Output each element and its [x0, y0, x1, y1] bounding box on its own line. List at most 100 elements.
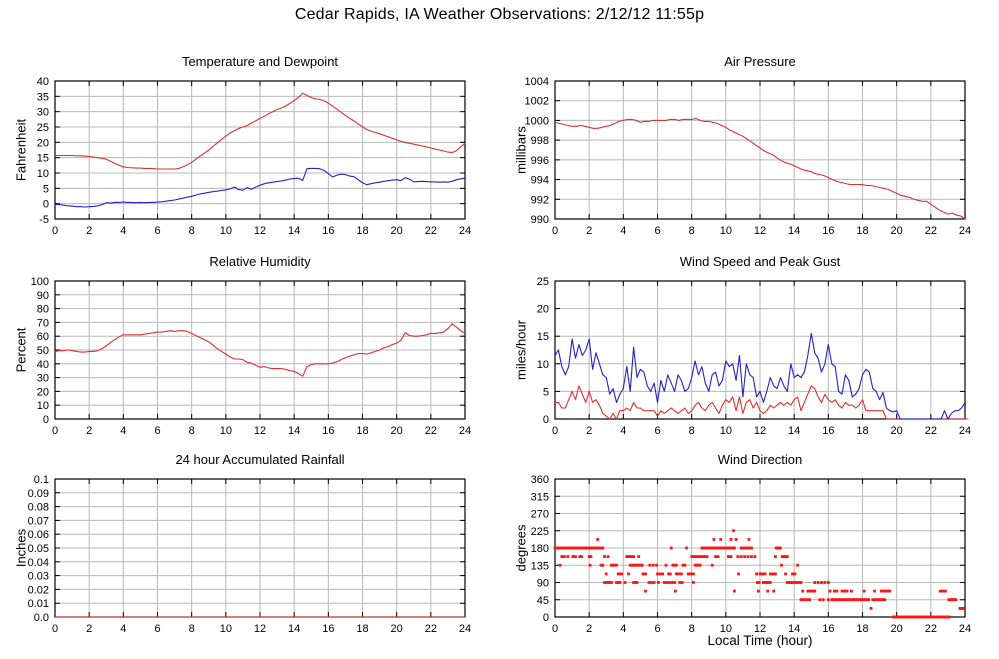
scatter-dot-wind-direction	[625, 555, 629, 558]
scatter-dot-wind-direction	[893, 615, 896, 619]
x-tick-label: 4	[620, 425, 626, 437]
y-tick-label: 90	[537, 578, 549, 590]
scatter-dot-wind-direction	[782, 555, 786, 558]
y-tick-label: 20	[37, 386, 49, 398]
x-tick-label: 8	[689, 623, 695, 635]
scatter-dot-wind-direction	[793, 572, 797, 576]
x-tick-label: 8	[689, 425, 695, 437]
plot-border	[54, 80, 466, 220]
scatter-dot-wind-direction	[705, 555, 709, 558]
x-tick-label: 18	[856, 225, 868, 237]
scatter-dot-wind-direction	[702, 555, 705, 558]
scatter-dot-wind-direction	[632, 563, 635, 567]
scatter-dot-wind-direction	[785, 555, 789, 558]
scatter-dot-wind-direction	[733, 546, 736, 550]
scatter-dot-wind-direction	[809, 589, 813, 593]
scatter-dot-wind-direction	[873, 598, 876, 602]
y-tick-label: 100	[31, 276, 49, 288]
chart-air-pressure: Air Pressure millibars 0 2 4 6 8 10 12 14 16 18 20…	[500, 46, 999, 260]
scatter-dot-wind-direction	[657, 581, 660, 584]
x-tick-label: 20	[891, 425, 903, 437]
scatter-dot-wind-direction	[826, 598, 830, 602]
scatter-dot-wind-direction	[608, 581, 612, 584]
scatter-dot-wind-direction	[768, 572, 772, 576]
scatter-dot-wind-direction	[739, 546, 743, 550]
scatter-dot-wind-direction	[879, 598, 883, 602]
y-tick-label: 0.0	[34, 612, 49, 624]
scatter-dot-wind-direction	[797, 581, 801, 584]
scatter-dot-wind-direction	[757, 581, 761, 584]
scatter-dot-wind-direction	[677, 572, 681, 576]
scatter-dot-wind-direction	[591, 546, 594, 550]
scatter-dot-wind-direction	[632, 555, 635, 558]
scatter-dot-wind-direction	[655, 563, 658, 567]
x-tick-label: 14	[788, 225, 800, 237]
scatter-dot-wind-direction	[705, 546, 709, 550]
scatter-dot-wind-direction	[808, 589, 811, 593]
y-tick-label: 0.04	[28, 557, 49, 569]
scatter-dot-wind-direction	[596, 546, 600, 550]
scatter-dot-wind-direction	[662, 581, 666, 584]
scatter-dot-wind-direction	[938, 615, 942, 619]
scatter-dot-wind-direction	[881, 598, 885, 602]
y-tick-label: 0	[43, 414, 49, 426]
scatter-dot-wind-direction	[842, 589, 846, 593]
plot-wind-direction: 0 2 4 6 8 10 12 14 16 18 20 22 240459013518022527031…	[531, 474, 971, 635]
scatter-dot-wind-direction	[883, 589, 887, 593]
y-tick-label: 35	[37, 91, 49, 103]
x-tick-label: 16	[322, 623, 334, 635]
scatter-dot-wind-direction	[801, 598, 805, 602]
scatter-dot-wind-direction	[952, 598, 956, 602]
scatter-dot-wind-direction	[719, 546, 723, 550]
scatter-dot-wind-direction	[678, 581, 682, 584]
scatter-dot-wind-direction	[750, 546, 753, 550]
scatter-dot-wind-direction	[560, 546, 564, 550]
scatter-dot-wind-direction	[673, 563, 676, 567]
scatter-dot-wind-direction	[820, 581, 823, 584]
scatter-dot-wind-direction	[698, 555, 702, 558]
scatter-dot-wind-direction	[681, 563, 685, 567]
scatter-dot-wind-direction	[674, 563, 678, 567]
scatter-dot-wind-direction	[599, 546, 603, 550]
x-tick-label: 16	[822, 225, 834, 237]
scatter-dot-wind-direction	[580, 555, 583, 558]
x-tick-label: 14	[288, 225, 300, 237]
scatter-dot-wind-direction	[799, 598, 803, 602]
series-pressure	[554, 117, 966, 220]
scatter-dot-wind-direction	[729, 555, 733, 558]
scatter-dot-wind-direction	[647, 581, 651, 584]
y-tick-label: 994	[531, 175, 549, 187]
scatter-dot-wind-direction	[594, 546, 598, 550]
scatter-dot-wind-direction	[582, 546, 586, 550]
scatter-dot-wind-direction	[599, 563, 603, 567]
x-tick-label: 10	[720, 425, 732, 437]
x-tick-label: 2	[86, 225, 92, 237]
x-tick-label: 6	[154, 225, 160, 237]
x-tick-label: 4	[120, 225, 126, 237]
scatter-dot-wind-direction	[787, 581, 791, 584]
scatter-dot-wind-direction	[692, 572, 695, 576]
scatter-dot-wind-direction	[670, 581, 674, 584]
scatter-dot-wind-direction	[878, 598, 881, 602]
scatter-dot-wind-direction	[840, 589, 844, 593]
y-tick-label: 30	[37, 373, 49, 385]
scatter-dot-wind-direction	[743, 546, 746, 550]
scatter-dot-wind-direction	[739, 555, 743, 558]
x-tick-label: 4	[120, 425, 126, 437]
x-tick-label: 10	[220, 623, 232, 635]
chart-title: Air Pressure	[724, 54, 796, 69]
y-tick-label: 0.07	[28, 515, 49, 527]
scatter-dot-wind-direction	[560, 555, 564, 558]
scatter-dot-wind-direction	[818, 598, 822, 602]
scatter-dot-wind-direction	[886, 589, 890, 593]
x-tick-label: 18	[856, 623, 868, 635]
scatter-dot-wind-direction	[700, 546, 704, 550]
scatter-dot-wind-direction	[794, 581, 798, 584]
scatter-dot-wind-direction	[803, 598, 806, 602]
x-tick-label: 14	[288, 623, 300, 635]
plot-border	[54, 280, 466, 420]
scatter-dot-wind-direction	[873, 589, 876, 593]
scatter-dot-wind-direction	[604, 581, 608, 584]
